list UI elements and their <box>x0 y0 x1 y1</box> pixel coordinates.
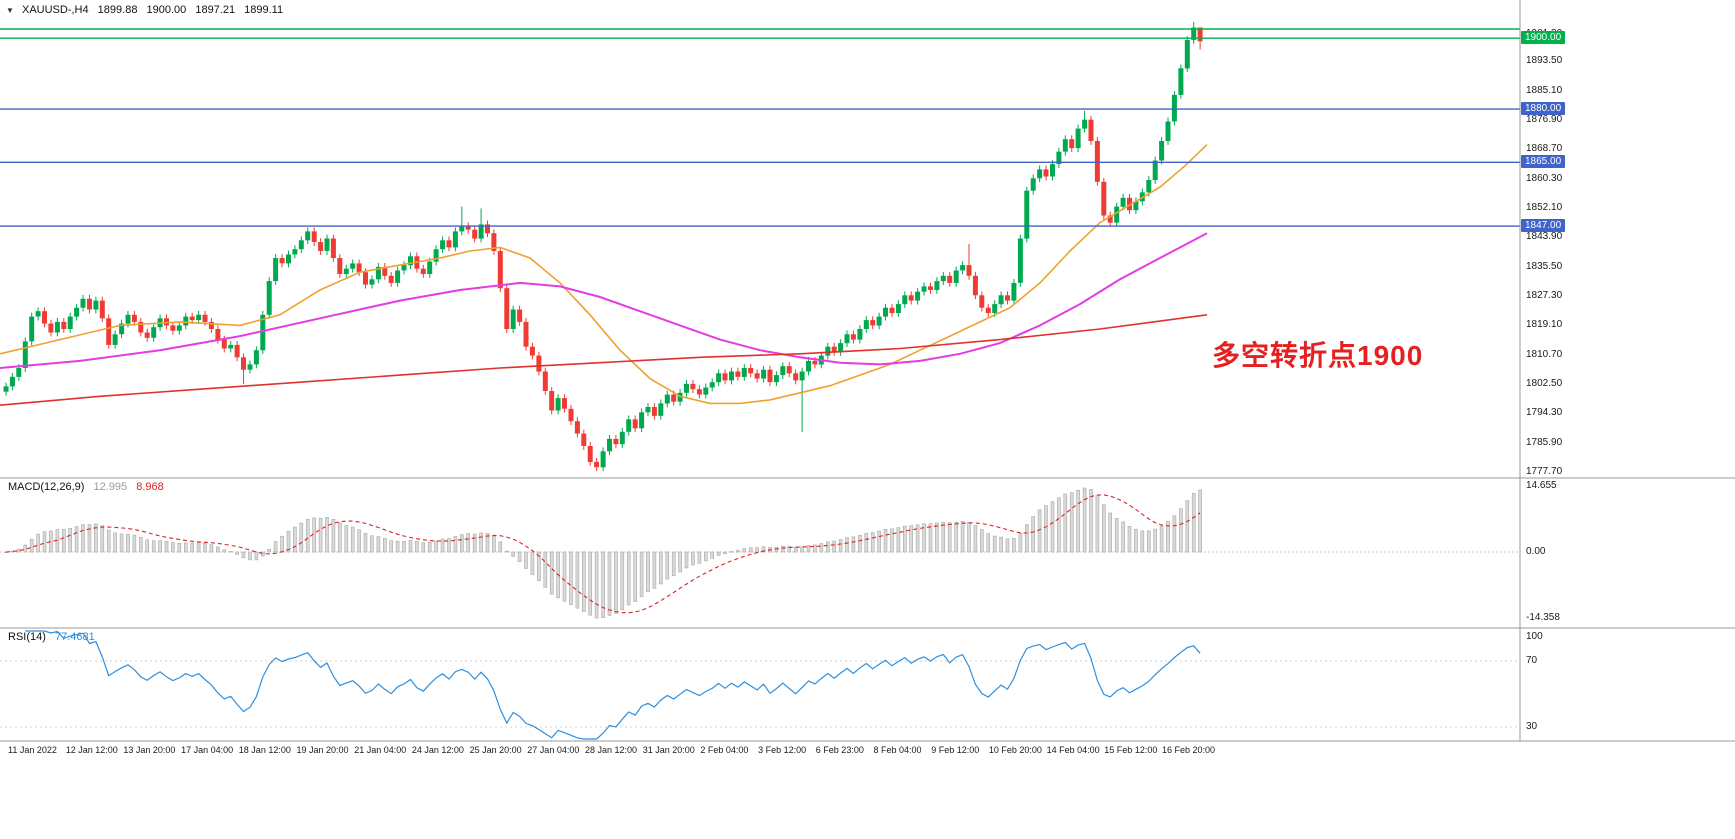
quote-open: 1899.88 <box>97 4 138 16</box>
rsi-title-label: RSI(14) <box>8 631 46 643</box>
date-axis-label: 27 Jan 04:00 <box>527 745 580 755</box>
price-axis-label: 1819.10 <box>1526 319 1563 331</box>
price-axis-label: 1827.30 <box>1526 289 1563 301</box>
date-axis-label: 3 Feb 12:00 <box>758 745 807 755</box>
date-axis-label: 2 Feb 04:00 <box>700 745 749 755</box>
date-axis-label: 13 Jan 20:00 <box>123 745 176 755</box>
date-axis-label: 12 Jan 12:00 <box>65 745 118 755</box>
date-axis-label: 9 Feb 12:00 <box>931 745 980 755</box>
price-level-badge: 1900.00 <box>1521 31 1566 45</box>
date-axis-label: 21 Jan 04:00 <box>354 745 407 755</box>
price-level-badge: 1880.00 <box>1521 102 1566 116</box>
quote-high: 1900.00 <box>146 4 187 16</box>
symbol-timeframe: XAUUSD-,H4 <box>21 4 89 16</box>
date-axis-label: 18 Jan 12:00 <box>238 745 291 755</box>
quote-close: 1899.11 <box>244 4 284 16</box>
rsi-axis-label: 70 <box>1526 655 1538 666</box>
macd-pane-title: MACD(12,26,9) 12.995 8.968 <box>8 481 164 493</box>
price-axis-label: 1843.90 <box>1526 231 1563 243</box>
rsi-value: 77.4681 <box>54 631 95 643</box>
chart-dropdown-icon[interactable]: ▼ <box>6 6 14 15</box>
date-axis-label: 16 Feb 20:00 <box>1162 745 1216 755</box>
date-axis-label: 28 Jan 12:00 <box>585 745 638 755</box>
macd-title-label: MACD(12,26,9) <box>8 481 85 493</box>
rsi-axis-label: 30 <box>1526 721 1538 732</box>
rsi-axis-label: 100 <box>1526 631 1543 642</box>
macd-signal-value: 8.968 <box>136 481 164 493</box>
price-axis-label: 1868.70 <box>1526 143 1563 155</box>
date-axis-label: 15 Feb 12:00 <box>1104 745 1158 755</box>
price-axis-label: 1835.50 <box>1526 260 1563 272</box>
price-axis-label: 1876.90 <box>1526 114 1563 126</box>
price-axis-label: 1893.50 <box>1526 55 1563 67</box>
date-axis-label: 10 Feb 20:00 <box>988 745 1042 755</box>
price-axis-label: 1777.70 <box>1526 465 1563 477</box>
macd-axis-label: 0.00 <box>1526 546 1546 557</box>
annotation-text: 多空转折点1900 <box>1212 340 1424 371</box>
macd-main-value: 12.995 <box>93 481 128 493</box>
quote-bar: ▼ XAUUSD-,H4 1899.88 1900.00 1897.21 189… <box>6 4 283 16</box>
date-axis-label: 17 Jan 04:00 <box>181 745 234 755</box>
date-axis-label: 11 Jan 2022 <box>8 745 57 755</box>
quote-low: 1897.21 <box>195 4 236 16</box>
macd-axis-label: 14.655 <box>1526 480 1557 491</box>
date-axis-label: 14 Feb 04:00 <box>1046 745 1100 755</box>
date-axis-label: 31 Jan 20:00 <box>642 745 695 755</box>
price-axis-label: 1852.10 <box>1526 202 1563 214</box>
date-axis-label: 19 Jan 20:00 <box>296 745 349 755</box>
date-axis-label: 8 Feb 04:00 <box>873 745 922 755</box>
price-axis-label: 1794.30 <box>1526 407 1563 418</box>
price-axis-label: 1810.70 <box>1526 348 1563 360</box>
macd-axis-label: -14.358 <box>1526 612 1560 623</box>
date-axis-label: 6 Feb 23:00 <box>815 745 864 755</box>
date-axis-label: 25 Jan 20:00 <box>469 745 522 755</box>
price-axis-label: 1802.50 <box>1526 377 1563 389</box>
price-axis-label: 1785.90 <box>1526 436 1563 448</box>
price-level-badge: 1865.00 <box>1521 155 1566 169</box>
date-axis-label: 24 Jan 12:00 <box>411 745 464 755</box>
rsi-pane-title: RSI(14) 77.4681 <box>8 631 95 643</box>
price-axis-label: 1885.10 <box>1526 85 1563 97</box>
price-axis-label: 1860.30 <box>1526 172 1563 184</box>
price-level-badge: 1847.00 <box>1521 219 1566 233</box>
